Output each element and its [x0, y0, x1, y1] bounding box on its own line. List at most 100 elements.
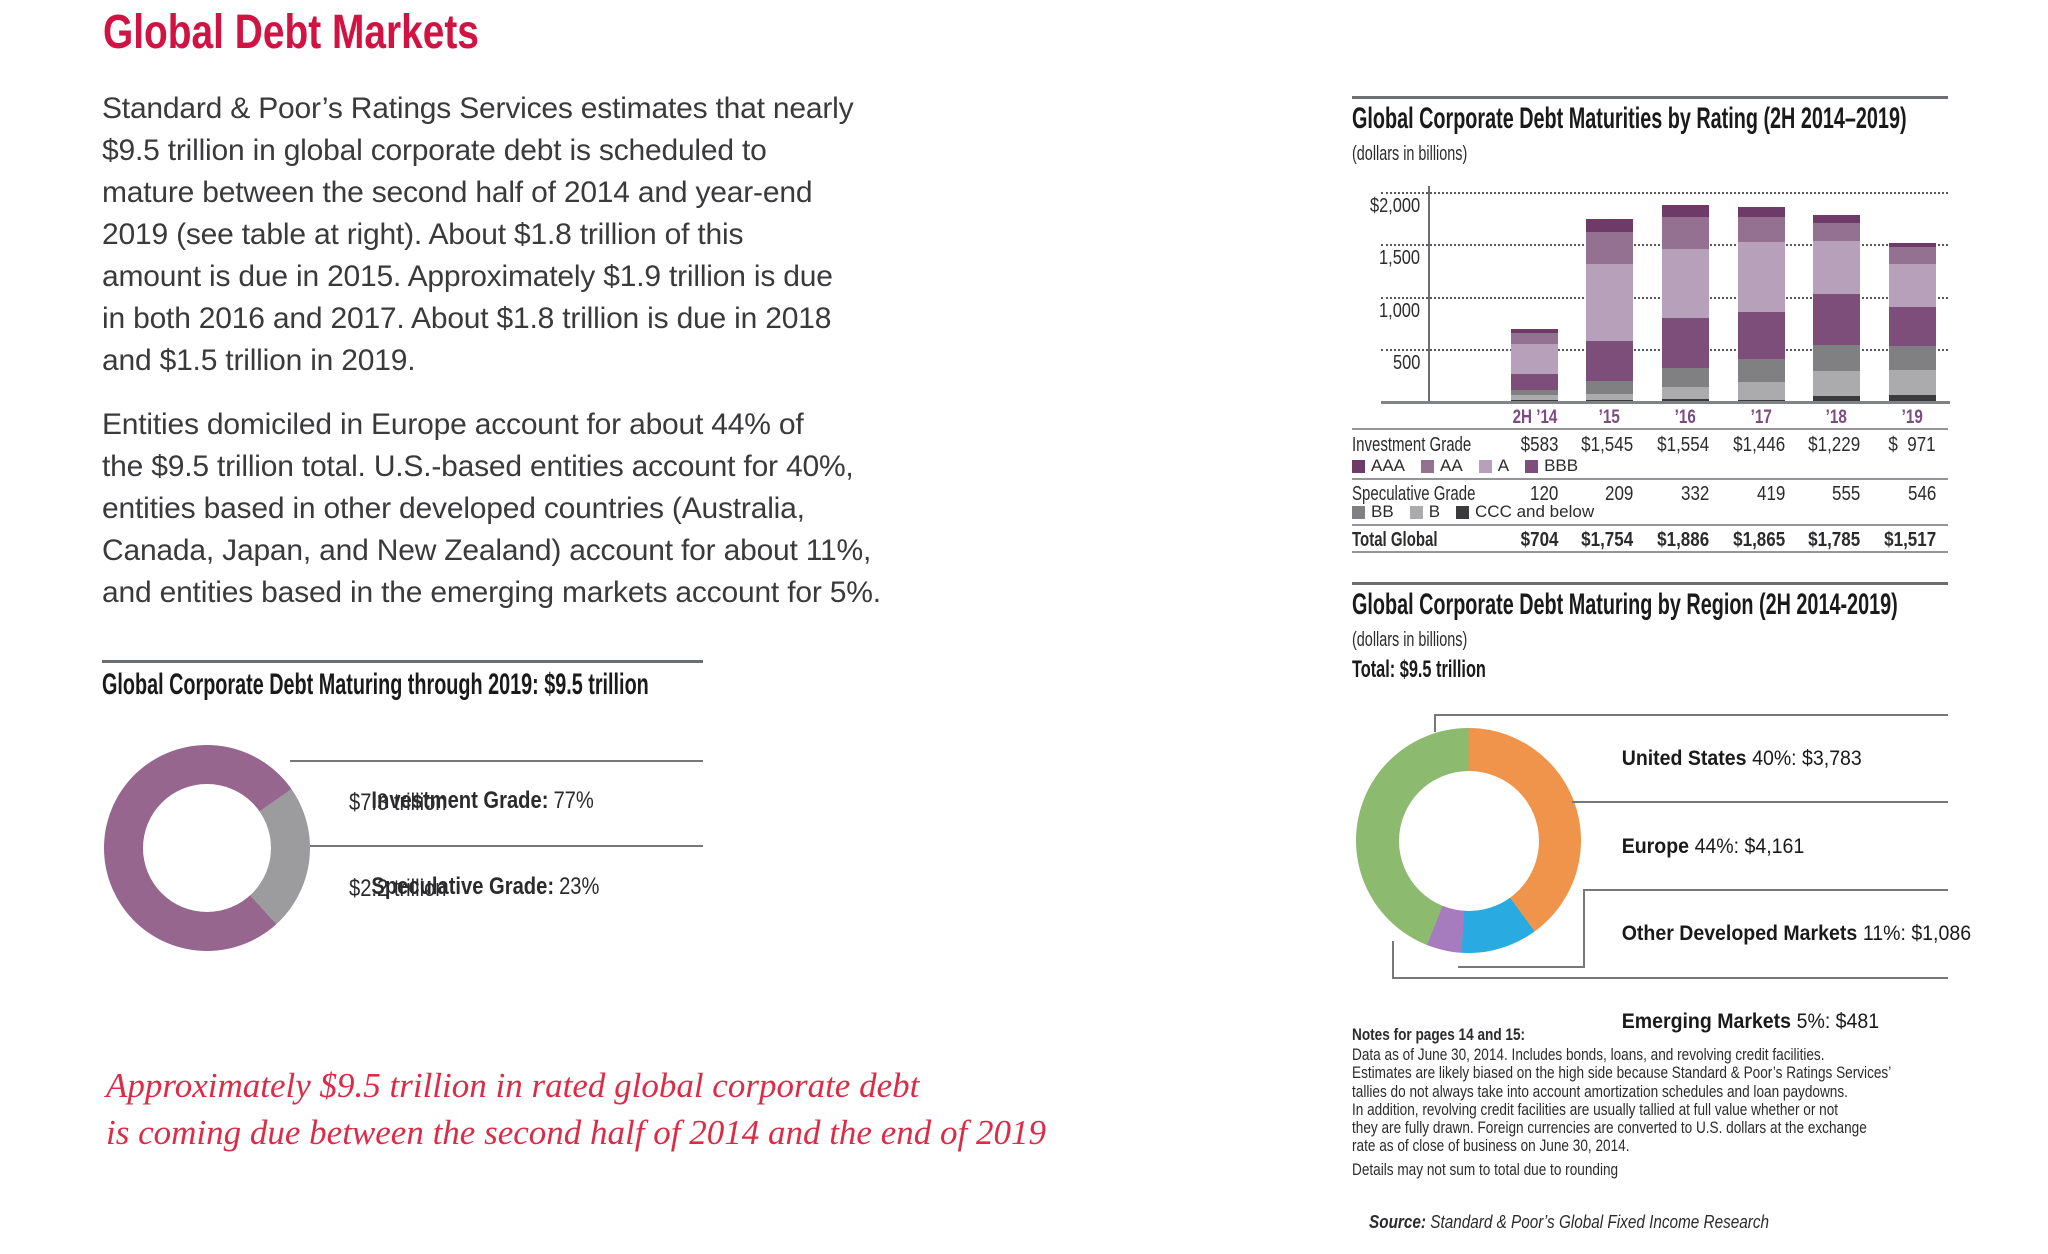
table-cell-value: $1,865: [1733, 529, 1785, 551]
source-label: Source:: [1369, 1212, 1426, 1232]
table-cell-value: 332: [1680, 483, 1709, 505]
speculative-grade-pct: 23%: [559, 873, 600, 900]
legend-row: BB B CCC and below: [1352, 502, 1594, 522]
emerging-markets-label: Emerging Markets: [1621, 1010, 1792, 1033]
europe-detail: 44%: $4,161: [1694, 835, 1805, 858]
bar-segment-b: [1813, 371, 1860, 397]
notes-body: Data as of June 30, 2014. Includes bonds…: [1352, 1045, 1892, 1156]
section-rule: [102, 660, 703, 663]
bar-segment-a: [1586, 264, 1633, 341]
section-rule: [1352, 582, 1948, 585]
table-cell-value: 209: [1604, 483, 1633, 505]
table-cell: $1,865: [1695, 529, 1785, 552]
table-cell: $1,545: [1543, 434, 1633, 457]
region-chart-total: Total: $9.5 trillion: [1352, 656, 1486, 683]
legend-item: BB: [1352, 502, 1394, 522]
y-axis-tick-text: $2,000: [1369, 194, 1420, 217]
x-axis-tick-label: ’17: [1717, 407, 1807, 429]
emerging-markets-detail: 5%: $481: [1796, 1010, 1880, 1033]
bbb-legend-swatch: [1525, 459, 1539, 473]
y-axis-tick-label: 500: [1346, 352, 1420, 375]
rating-mix-donut-chart: [104, 745, 310, 951]
region-chart-subtitle: (dollars in billions): [1352, 629, 1468, 651]
bar-segment-bb: [1813, 344, 1860, 372]
table-cell-value: $1,886: [1657, 529, 1709, 551]
bar-segment-aa: [1738, 216, 1785, 243]
investment-grade-label: Investment Grade:: [371, 787, 549, 814]
x-axis-baseline: [1381, 401, 1950, 404]
legend-row: AAA AA A BBB: [1352, 456, 1578, 476]
callout-line-europe: [1572, 801, 1948, 803]
body-paragraph-1: Standard & Poor’s Ratings Services estim…: [102, 92, 854, 377]
x-axis-tick-label: ’18: [1792, 407, 1882, 429]
table-cell: 555: [1770, 483, 1860, 506]
bar-segment-b: [1586, 394, 1633, 400]
callout-line-emerging: [1392, 977, 1948, 979]
callout-elbow-emerging: [1392, 941, 1394, 978]
table-cell: $1,754: [1543, 529, 1633, 552]
bar-segment-bb: [1889, 345, 1936, 370]
table-cell: 120: [1468, 483, 1558, 506]
table-cell: $704: [1468, 529, 1558, 552]
callout-elbow-united-states: [1434, 714, 1436, 732]
page-title: Global Debt Markets: [103, 6, 479, 59]
legend-label: BBB: [1544, 456, 1579, 475]
callout-line-speculative-grade: [310, 845, 703, 847]
left-donut-title: Global Corporate Debt Maturing through 2…: [102, 668, 649, 701]
table-cell-value: $ 971: [1888, 434, 1936, 456]
table-cell-value: $1,754: [1581, 529, 1633, 551]
bar-segment-b: [1662, 387, 1709, 399]
table-cell-value: $1,229: [1808, 434, 1860, 456]
bar-segment-aaa: [1813, 215, 1860, 223]
bar-segment-aaa: [1889, 243, 1936, 248]
y-axis-tick-text: 1,000: [1378, 299, 1420, 322]
callout-connector-other-developed: [1458, 966, 1585, 968]
bar-segment-ccc-and-below: [1813, 396, 1860, 403]
x-axis-tick-text: ’15: [1598, 407, 1621, 428]
bar-segment-ccc-and-below: [1662, 399, 1709, 403]
callout-line-investment-grade: [290, 760, 703, 762]
table-rule: [1352, 478, 1948, 480]
bar-segment-aa: [1813, 222, 1860, 241]
legend-label: B: [1428, 502, 1441, 521]
investment-grade-amount: $7.3 trillion: [349, 789, 447, 816]
bar-segment-bb: [1738, 358, 1785, 382]
table-rule: [1352, 524, 1948, 526]
table-cell: 332: [1619, 483, 1709, 506]
legend-item: BBB: [1525, 456, 1578, 476]
speculative-grade-amount: $2.2 trillion: [349, 875, 447, 902]
legend-item: B: [1409, 502, 1441, 522]
legend-label: AAA: [1371, 456, 1406, 475]
table-cell: $1,554: [1619, 434, 1709, 457]
notes-rounding: Details may not sum to total due to roun…: [1352, 1160, 1619, 1179]
region-chart-title: Global Corporate Debt Maturing by Region…: [1352, 588, 1898, 621]
table-cell-value: $704: [1520, 529, 1558, 551]
bb-legend-swatch: [1352, 505, 1365, 519]
y-axis-tick-label: 1,000: [1346, 300, 1420, 323]
bar-segment-bbb: [1511, 374, 1558, 391]
bar-segment-aa: [1889, 247, 1936, 265]
bar-segment-bbb: [1586, 340, 1633, 381]
x-axis-tick-text: ’16: [1674, 407, 1697, 428]
europe-label: Europe: [1621, 835, 1689, 858]
bar-segment-b: [1889, 369, 1936, 396]
donut-hole: [143, 784, 271, 912]
bar-segment-bb: [1662, 368, 1709, 388]
legend-label: A: [1497, 456, 1510, 475]
table-cell-value: 419: [1756, 483, 1785, 505]
bar-segment-ccc-and-below: [1889, 395, 1936, 403]
bar-segment-bb: [1511, 390, 1558, 396]
table-row-label-text: Speculative Grade: [1352, 483, 1476, 505]
other-developed-detail: 11%: $1,086: [1862, 922, 1972, 945]
bar-segment-bbb: [1738, 311, 1785, 359]
legend-item: A: [1478, 456, 1510, 476]
rating-chart-subtitle: (dollars in billions): [1352, 143, 1468, 165]
gridline-2000: [1381, 191, 1948, 194]
x-axis-tick-label: ’15: [1565, 407, 1655, 429]
aa-legend-swatch: [1421, 459, 1435, 473]
y-axis-tick-label: $2,000: [1346, 195, 1420, 218]
table-cell: 419: [1695, 483, 1785, 506]
table-row-label: Speculative Grade: [1352, 483, 1517, 506]
other-developed-label: Other Developed Markets: [1621, 922, 1858, 945]
table-rule: [1352, 551, 1948, 553]
